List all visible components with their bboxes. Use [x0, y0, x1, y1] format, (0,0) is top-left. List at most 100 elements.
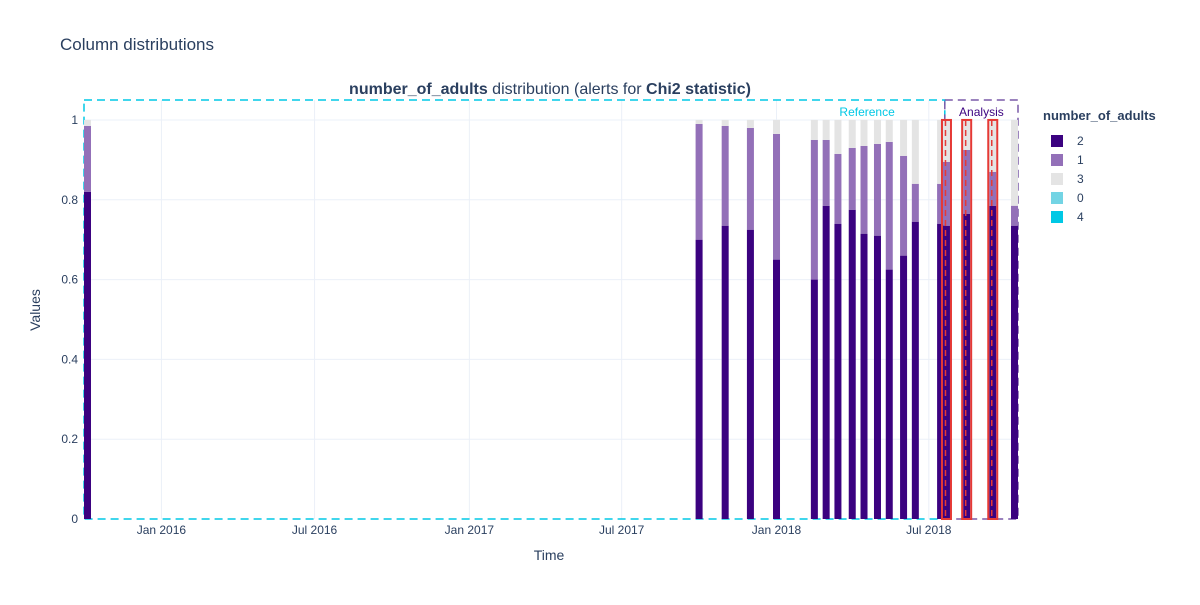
legend-label-1: 1 [1077, 153, 1084, 167]
bar-segment-1 [937, 183, 945, 224]
bar-segment-2 [860, 233, 868, 519]
bar-segment-3 [695, 119, 703, 124]
y-axis: 0 0.2 0.4 0.6 0.8 1 [61, 113, 78, 526]
alert-highlights [940, 118, 999, 520]
bar-segment-1 [834, 153, 842, 224]
bar-segment-3 [848, 119, 856, 148]
bar-segment-1 [942, 161, 950, 226]
bar-segment-1 [810, 139, 818, 280]
bar-segment-1 [900, 155, 908, 256]
legend-label-3: 3 [1077, 172, 1084, 186]
x-axis: Jan 2016 Jul 2016 Jan 2017 Jul 2017 Jan 2018… [137, 523, 952, 537]
legend-label-0: 0 [1077, 191, 1084, 205]
bar-segment-3 [721, 119, 729, 126]
legend-swatch-3 [1051, 173, 1063, 185]
bar-segment-3 [942, 119, 950, 162]
bar-segment-1 [721, 125, 729, 226]
bar-segment-3 [885, 119, 893, 142]
bar-segment-2 [848, 209, 856, 519]
period-label-reference: Reference [839, 105, 895, 119]
y-tick-label: 0.6 [61, 273, 78, 287]
bar-segment-2 [822, 205, 830, 519]
bar-segment-2 [900, 255, 908, 519]
chart-title-part: number_of_adults [349, 81, 488, 98]
gridlines [84, 100, 1018, 519]
x-tick-label: Jul 2018 [906, 523, 952, 537]
bar-segment-2 [989, 205, 997, 519]
x-tick-label: Jul 2017 [599, 523, 645, 537]
bar-segment-2 [873, 235, 881, 519]
bar-segment-3 [873, 119, 881, 144]
bar-segment-3 [746, 119, 754, 128]
bar-segment-2 [695, 239, 703, 519]
bar-segment-1 [873, 143, 881, 236]
bar-segment-1 [989, 171, 997, 206]
y-tick-label: 1 [71, 113, 78, 127]
bar-segment-1 [963, 149, 971, 214]
bar-segment-3 [937, 119, 945, 184]
bar-segment-2 [721, 225, 729, 519]
legend-label-4: 4 [1077, 210, 1084, 224]
bar-segment-1 [84, 125, 91, 192]
y-tick-label: 0.8 [61, 193, 78, 207]
y-tick-label: 0.2 [61, 432, 78, 446]
bar-segment-3 [834, 119, 842, 154]
y-axis-label: Values [27, 289, 43, 331]
chart-title: number_of_adults distribution (alerts fo… [349, 81, 751, 98]
bar-segment-3 [900, 119, 908, 156]
bar-segment-2 [810, 279, 818, 519]
period-band-analysis [944, 99, 1019, 520]
legend-label-2: 2 [1077, 134, 1084, 148]
legend-swatch-0 [1051, 192, 1063, 204]
alert-box [961, 118, 973, 520]
period-label-analysis: Analysis [959, 105, 1004, 119]
legend-swatch-4 [1051, 211, 1063, 223]
bar-segment-1 [848, 147, 856, 210]
legend-swatch-2 [1051, 135, 1063, 147]
y-tick-label: 0.4 [61, 352, 78, 366]
legend-swatch-1 [1051, 154, 1063, 166]
bar-segment-3 [810, 119, 818, 140]
legend: number_of_adults 2 1 3 0 4 [1043, 108, 1156, 224]
bar-segment-3 [860, 119, 868, 146]
legend-title: number_of_adults [1043, 108, 1156, 123]
bar-segment-3 [989, 119, 997, 172]
y-tick-label: 0 [71, 512, 78, 526]
bar-segment-3 [911, 119, 919, 184]
alert-box [940, 118, 952, 520]
bar-segment-3 [963, 119, 971, 150]
bar-segment-1 [860, 145, 868, 234]
page-title: Column distributions [60, 35, 214, 54]
bar-segment-2 [963, 213, 971, 519]
bar-segment-3 [84, 119, 91, 126]
bar-segment-1 [773, 133, 781, 260]
bar-segment-2 [885, 269, 893, 519]
bar-series [84, 119, 1018, 519]
chart-title-part: Chi2 statistic) [646, 81, 751, 98]
bar-segment-3 [1011, 119, 1018, 206]
x-tick-label: Jan 2016 [137, 523, 187, 537]
bar-segment-1 [695, 123, 703, 240]
bar-segment-2 [773, 259, 781, 519]
bar-segment-3 [773, 119, 781, 134]
bar-segment-1 [885, 141, 893, 270]
bar-segment-2 [937, 223, 945, 519]
x-tick-label: Jul 2016 [292, 523, 338, 537]
x-tick-label: Jan 2017 [445, 523, 495, 537]
bar-segment-2 [746, 229, 754, 519]
chart-title-part: distribution (alerts for [488, 81, 646, 98]
bar-segment-1 [746, 127, 754, 230]
bar-segment-2 [84, 191, 91, 519]
bar-segment-2 [911, 221, 919, 519]
bar-segment-2 [942, 225, 950, 519]
alert-box [987, 118, 999, 520]
bar-segment-2 [1011, 225, 1018, 519]
bar-segment-3 [822, 119, 830, 140]
x-tick-label: Jan 2018 [752, 523, 802, 537]
x-axis-label: Time [534, 547, 565, 563]
bar-segment-2 [834, 223, 842, 519]
bar-segment-1 [1011, 205, 1018, 226]
bar-segment-1 [822, 139, 830, 206]
